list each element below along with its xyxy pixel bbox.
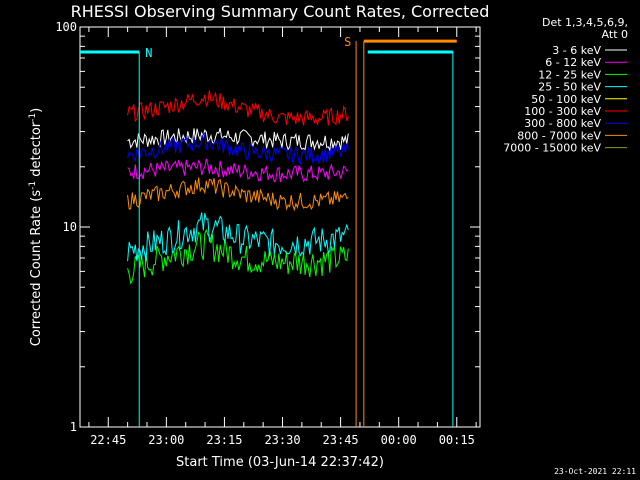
series-line <box>127 127 349 152</box>
x-tick-label: 23:15 <box>206 433 242 447</box>
series-line <box>127 90 349 126</box>
legend-entry-label: 300 - 800 keV <box>524 117 601 130</box>
x-tick-label: 00:15 <box>439 433 475 447</box>
legend-entry-label: 50 - 100 keV <box>531 93 601 106</box>
y-label-end: ) <box>29 108 44 113</box>
legend-entry-label: 800 - 7000 keV <box>517 129 601 142</box>
legend-entry-label: 6 - 12 keV <box>545 56 601 69</box>
x-axis-label: Start Time (03-Jun-14 22:37:42) <box>176 455 384 470</box>
y-axis-ticks: 1 10 100 <box>55 20 480 434</box>
flag-label: N <box>145 46 152 60</box>
legend-entry-label: 100 - 300 keV <box>524 105 601 118</box>
x-axis-ticks: 22:45 23:00 23:15 23:30 23:45 00:00 00:15 <box>88 27 477 447</box>
series-line <box>127 131 349 165</box>
y-label-sup1: -1 <box>28 181 38 190</box>
legend-entry-label: 12 - 25 keV <box>538 68 601 81</box>
y-tick-label: 10 <box>63 220 77 234</box>
series-line <box>127 177 349 212</box>
series-line <box>127 212 349 262</box>
x-tick-label: 00:00 <box>381 433 417 447</box>
flag-label: S <box>344 35 351 49</box>
y-label-mid: detector <box>29 121 44 181</box>
flag-markers: NS <box>80 35 457 427</box>
footer-timestamp: 23-Oct-2021 22:11 <box>554 467 636 476</box>
y-tick-label: 1 <box>70 420 77 434</box>
series-lines <box>127 90 349 285</box>
y-tick-label: 100 <box>55 20 77 34</box>
legend-entry-label: 7000 - 15000 keV <box>503 142 601 155</box>
chart-title: RHESSI Observing Summary Count Rates, Co… <box>71 2 490 21</box>
legend-header-line-1: Det 1,3,4,5,6,9, <box>542 16 628 29</box>
series-line <box>127 158 349 183</box>
legend-entry-label: 25 - 50 keV <box>538 81 601 94</box>
x-tick-label: 23:30 <box>264 433 300 447</box>
y-label-sup2: -1 <box>28 113 38 122</box>
x-tick-label: 23:00 <box>148 433 184 447</box>
y-axis-label: Corrected Count Rate (s-1 detector-1) <box>28 108 44 346</box>
x-tick-label: 23:45 <box>323 433 359 447</box>
series-line <box>127 228 349 285</box>
y-label-main: Corrected Count Rate (s <box>29 190 44 347</box>
x-tick-label: 22:45 <box>90 433 126 447</box>
legend-entry-label: 3 - 6 keV <box>552 44 601 57</box>
legend-header-line-2: Att 0 <box>602 28 628 41</box>
